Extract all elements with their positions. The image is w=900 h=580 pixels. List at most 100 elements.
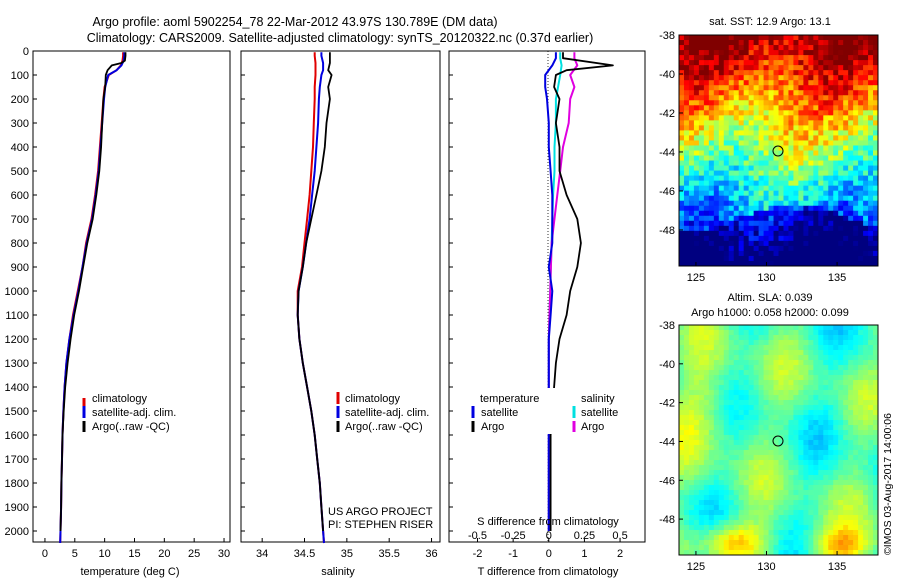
sla-cell <box>683 500 690 506</box>
sla-cell <box>713 360 720 366</box>
sst-cell <box>733 225 740 232</box>
sst-cell <box>803 35 809 41</box>
sst-cell <box>853 40 859 46</box>
sla-cell <box>818 325 824 331</box>
sla-cell <box>793 550 799 556</box>
sst-cell <box>823 35 829 41</box>
sst-cell <box>728 195 735 202</box>
sst-cell <box>788 55 794 61</box>
sla-cell <box>723 405 730 411</box>
sst-cell <box>818 200 824 207</box>
sla-cell <box>843 360 849 366</box>
sla-cell <box>703 540 710 546</box>
sst-cell <box>683 145 690 151</box>
sla-cell <box>783 460 789 466</box>
sst-cell <box>773 50 779 56</box>
sst-cell <box>783 140 789 146</box>
sla-cell <box>793 425 799 431</box>
sla-cell <box>718 530 725 536</box>
sst-cell <box>828 160 834 167</box>
sla-cell <box>838 455 844 461</box>
sst-cell <box>753 175 760 182</box>
sst-cell <box>833 210 839 217</box>
sla-cell <box>853 400 859 406</box>
sst-cell <box>858 190 864 197</box>
sst-cell <box>713 45 720 51</box>
sst-cell <box>808 215 814 222</box>
sla-cell <box>718 380 725 386</box>
sla-cell <box>713 435 720 441</box>
sst-cell <box>813 220 819 227</box>
sst-cell <box>863 235 869 242</box>
sst-cell <box>778 55 784 61</box>
sla-cell <box>853 470 859 476</box>
sst-cell <box>843 115 849 121</box>
sla-cell <box>693 420 700 426</box>
sla-cell <box>763 510 770 516</box>
sst-cell <box>773 170 779 177</box>
sla-cell <box>788 410 794 416</box>
sst-cell <box>693 165 700 172</box>
sla-cell <box>843 400 849 406</box>
sla-cell <box>748 445 755 451</box>
sst-cell <box>818 255 824 262</box>
temp-tick-label: 20 <box>158 548 170 560</box>
sst-cell <box>798 160 804 167</box>
sla-cell <box>763 540 770 546</box>
sst-cell <box>688 200 695 207</box>
sst-cell <box>773 245 779 252</box>
sst-cell <box>823 135 829 141</box>
sst-cell <box>813 40 819 46</box>
sla-cell <box>798 495 804 501</box>
sst-cell <box>848 55 854 61</box>
sla-cell <box>808 360 814 366</box>
sla-cell <box>733 410 740 416</box>
sla-cell <box>698 415 705 421</box>
sla-cell <box>758 475 765 481</box>
sla-cell <box>763 480 770 486</box>
sla-cell <box>828 355 834 361</box>
sla-cell <box>818 445 824 451</box>
sst-cell <box>798 45 804 51</box>
sla-cell <box>823 335 829 341</box>
sst-cell <box>748 210 755 217</box>
sst-cell <box>763 135 770 141</box>
sst-cell <box>703 140 710 146</box>
sla-cell <box>853 355 859 361</box>
sst-cell <box>788 125 794 131</box>
sst-cell <box>828 245 834 252</box>
sla-cell <box>778 455 784 461</box>
sla-cell <box>823 525 829 531</box>
sla-cell <box>793 495 799 501</box>
sst-cell <box>713 100 720 106</box>
sla-cell <box>848 380 854 386</box>
sla-cell <box>748 375 755 381</box>
sla-cell <box>843 375 849 381</box>
sst-cell <box>803 105 809 111</box>
sla-cell <box>733 465 740 471</box>
sla-cell <box>703 490 710 496</box>
sla-cell <box>808 370 814 376</box>
sst-cell <box>848 175 854 182</box>
sst-cell <box>698 160 705 167</box>
sla-cell <box>768 400 775 406</box>
sst-cell <box>688 110 695 116</box>
sst-cell <box>828 235 834 242</box>
sla-cell <box>748 330 755 336</box>
sst-cell <box>683 100 690 106</box>
sst-cell <box>763 175 770 182</box>
sla-cell <box>703 340 710 346</box>
sst-cell <box>873 250 879 257</box>
sla-cell <box>873 400 879 406</box>
sla-cell <box>868 395 874 401</box>
sla-cell <box>688 510 695 516</box>
sla-cell <box>773 475 779 481</box>
sst-cell <box>743 135 750 141</box>
sla-cell <box>858 375 864 381</box>
sst-cell <box>843 215 849 222</box>
sst-cell <box>783 165 789 172</box>
sst-cell <box>813 195 819 202</box>
sst-cell <box>828 115 834 121</box>
sst-cell <box>843 190 849 197</box>
sla-cell <box>773 390 779 396</box>
